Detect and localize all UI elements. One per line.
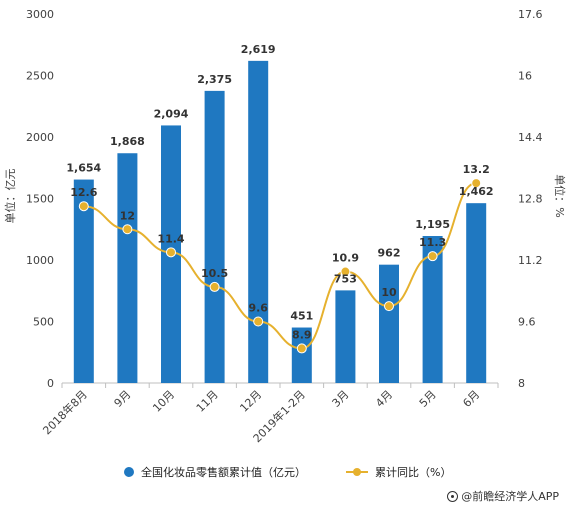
y-right-axis-title: 单位：%: [553, 174, 567, 217]
bar: [291, 327, 312, 383]
y-right-tick-label: 12.8: [518, 193, 543, 206]
line-value-label: 10.5: [201, 267, 228, 280]
x-tick-label: 2018年8月: [40, 387, 90, 437]
bar: [204, 90, 225, 383]
line-value-label: 12: [120, 209, 135, 222]
line-value-label: 10: [381, 286, 397, 299]
chart-legend: 全国化妆品零售额累计值（亿元） 累计同比（%）: [0, 464, 567, 484]
x-tick-label: 12月: [237, 388, 264, 415]
bar: [379, 264, 399, 383]
bar-value-label: 1,868: [110, 135, 145, 148]
weibo-icon: [447, 490, 459, 502]
line-point: [253, 316, 264, 327]
line-value-label: 11.4: [157, 232, 184, 245]
line-series-path: [83, 182, 477, 350]
line-point: [166, 247, 176, 258]
legend-swatch-line: [346, 467, 368, 477]
legend-swatch-bar: [124, 467, 134, 477]
bar-value-label: 2,375: [197, 73, 232, 86]
line-point: [340, 266, 351, 277]
bar-value-label: 1,195: [415, 218, 450, 231]
bar-value-label: 1,654: [66, 162, 101, 175]
source-text: @前瞻经济学人APP: [461, 490, 559, 503]
legend-item-line-series: 累计同比（%）: [346, 464, 451, 480]
y-right-tick-label: 17.6: [518, 8, 543, 21]
bar: [248, 60, 269, 383]
y-right-tick-label: 14.4: [518, 131, 543, 144]
x-tick-label: 10月: [150, 388, 177, 415]
bar: [335, 290, 356, 383]
x-tick-label: 4月: [373, 388, 395, 410]
bar-value-label: 2,094: [154, 107, 189, 120]
y-left-tick-label: 2500: [26, 70, 54, 83]
bar: [117, 153, 138, 383]
line-point: [296, 343, 307, 354]
line-point: [471, 178, 482, 189]
line-point: [122, 224, 133, 235]
bar-value-label: 753: [334, 272, 357, 285]
x-tick-label: 6月: [460, 388, 482, 410]
line-point: [384, 301, 394, 312]
line-value-label: 11.3: [419, 236, 446, 249]
y-right-tick-label: 9.6: [518, 316, 536, 329]
y-right-tick-label: 16: [518, 70, 532, 83]
line-value-label: 13.2: [463, 163, 490, 176]
line-point: [78, 201, 89, 212]
line-value-label: 10.9: [332, 252, 359, 265]
y-left-tick-label: 3000: [26, 8, 54, 21]
y-left-tick-label: 1000: [26, 254, 54, 267]
legend-label-line-series: 累计同比（%）: [375, 466, 452, 479]
x-tick-label: 11月: [194, 388, 221, 415]
y-left-tick-label: 0: [47, 377, 54, 390]
bar: [73, 179, 94, 383]
x-tick-label: 3月: [330, 388, 352, 410]
line-value-label: 8.9: [292, 328, 312, 341]
y-left-tick-label: 1500: [26, 193, 54, 206]
bar-value-label: 1,462: [459, 185, 494, 198]
legend-label-bar-series: 全国化妆品零售额累计值（亿元）: [141, 466, 306, 479]
y-left-axis-title: 单位：亿元: [3, 169, 17, 224]
bar-value-label: 962: [378, 247, 401, 260]
line-point: [427, 251, 438, 262]
x-tick-label: 9月: [112, 388, 134, 410]
legend-item-bar-series: 全国化妆品零售额累计值（亿元）: [124, 464, 306, 480]
bar: [466, 203, 487, 383]
line-value-label: 12.6: [70, 186, 97, 199]
bar-value-label: 451: [290, 310, 313, 323]
bar: [422, 236, 443, 383]
bar-value-label: 2,619: [241, 43, 276, 56]
y-left-tick-label: 2000: [26, 131, 54, 144]
source-credit: @前瞻经济学人APP: [447, 488, 559, 504]
line-value-label: 9.6: [248, 302, 268, 315]
y-left-tick-label: 500: [33, 316, 54, 329]
y-right-tick-label: 8: [518, 377, 525, 390]
line-point: [209, 281, 220, 292]
y-right-tick-label: 11.2: [518, 254, 543, 267]
x-tick-label: 5月: [417, 388, 439, 410]
